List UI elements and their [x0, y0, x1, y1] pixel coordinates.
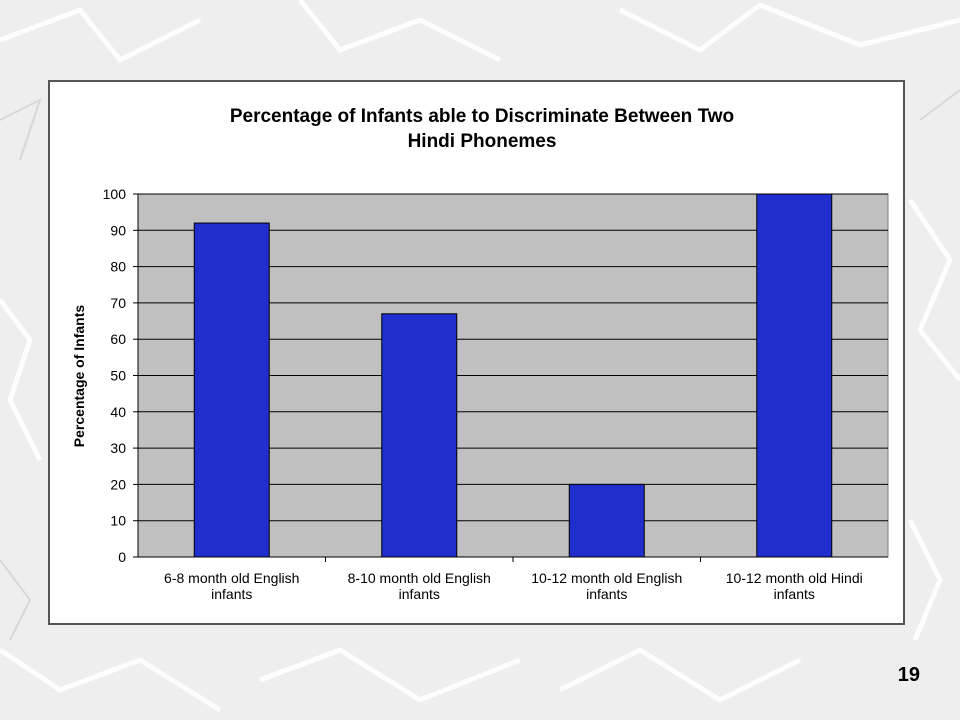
page-number: 19	[897, 664, 920, 686]
bar-1	[193, 222, 270, 558]
chart-frame: Percentage of Infants able to Discrimina…	[48, 80, 905, 625]
x-category-label-line: infants	[211, 586, 252, 602]
y-tick-label: 40	[110, 404, 126, 420]
y-axis-label: Percentage of Infants	[71, 305, 87, 448]
y-tick-label: 10	[110, 513, 126, 529]
x-category-label-3: 10-12 month old English infants	[531, 570, 682, 602]
x-category-label-line: 10-12 month old English	[531, 570, 682, 586]
x-category-label-line: infants	[586, 586, 627, 602]
y-axis-ticks: 0 10 20 30 40 50 60 70 80 90 100	[103, 186, 139, 565]
bars	[193, 193, 833, 558]
bar-4	[756, 193, 833, 558]
chart-title-line-1: Percentage of Infants able to Discrimina…	[230, 106, 734, 127]
x-category-label-line: 8-10 month old English	[348, 570, 491, 586]
y-tick-label: 0	[118, 549, 126, 565]
y-tick-label: 20	[110, 476, 126, 492]
x-category-label-2: 8-10 month old English infants	[348, 570, 491, 602]
x-category-label-line: infants	[399, 586, 440, 602]
x-category-label-line: 6-8 month old English	[164, 570, 299, 586]
y-tick-label: 100	[103, 186, 127, 202]
chart-title-line-2: Hindi Phonemes	[408, 131, 557, 152]
bar-chart: Percentage of Infants able to Discrimina…	[71, 106, 889, 602]
y-tick-label: 90	[110, 222, 126, 238]
bar-2	[381, 313, 458, 558]
y-tick-label: 50	[110, 368, 126, 384]
y-tick-label: 30	[110, 440, 126, 456]
x-category-label-4: 10-12 month old Hindi infants	[726, 570, 863, 602]
x-category-label-1: 6-8 month old English infants	[164, 570, 299, 602]
y-tick-label: 60	[110, 331, 126, 347]
x-category-label-line: 10-12 month old Hindi	[726, 570, 863, 586]
y-tick-label: 70	[110, 295, 126, 311]
x-category-label-line: infants	[774, 586, 815, 602]
y-tick-label: 80	[110, 259, 126, 275]
bar-3	[568, 483, 645, 558]
